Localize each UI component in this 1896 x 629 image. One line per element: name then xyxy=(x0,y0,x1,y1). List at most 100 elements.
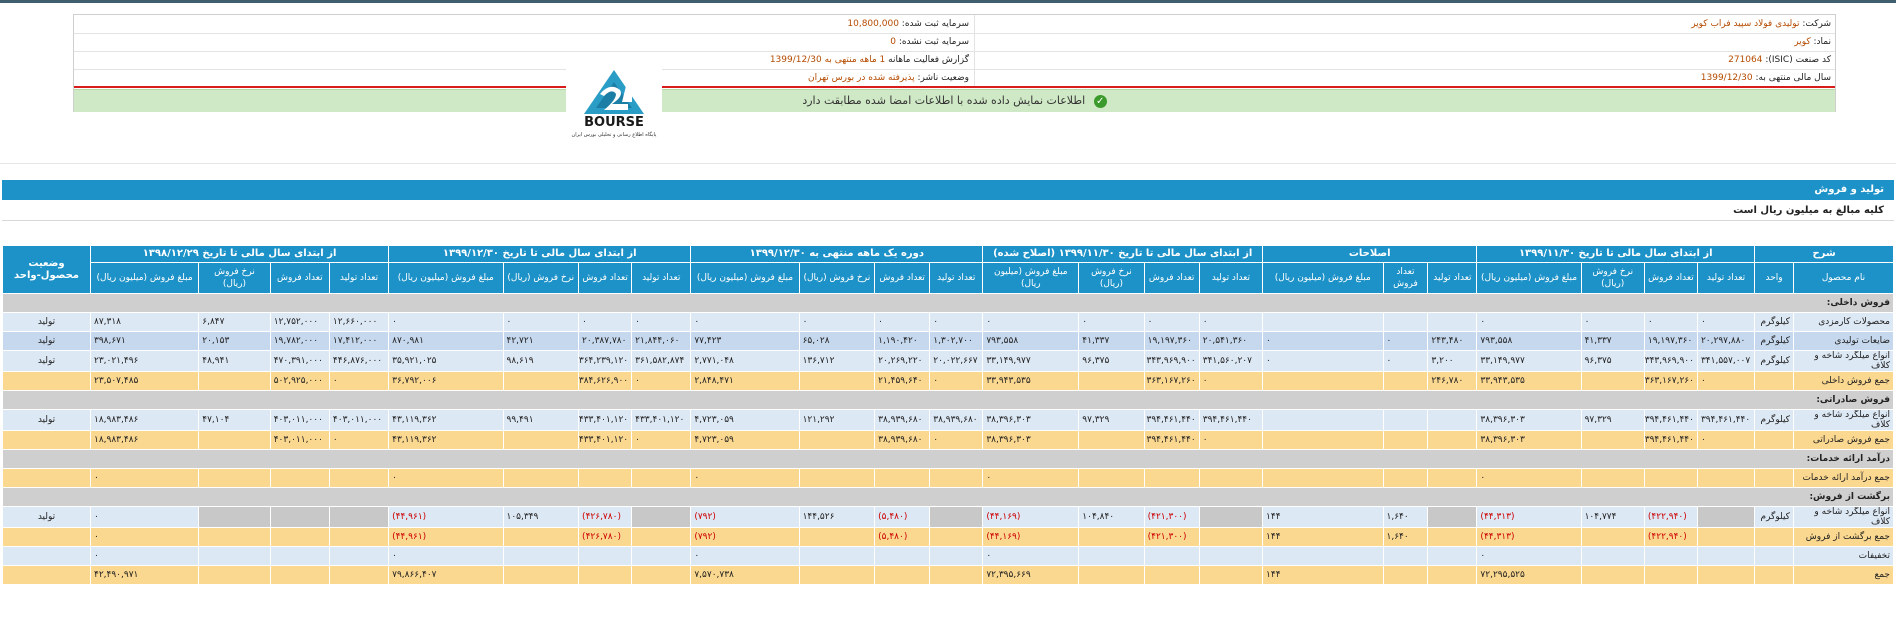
isic-label: کد صنعت (ISIC): xyxy=(1765,55,1831,65)
value-cell: ۷۹۳,۵۵۸ xyxy=(982,331,1080,351)
value-cell: ۰ xyxy=(1262,350,1384,372)
header-sales-rate: نرخ فروش (ریال) xyxy=(798,262,876,294)
value-cell: ۳۸۴,۶۲۶,۹۰۰ xyxy=(578,371,633,391)
value-cell xyxy=(1643,546,1698,566)
publisher-value[interactable]: پذیرفته شده در بورس تهران xyxy=(808,73,915,83)
value-cell: ۸۷,۳۱۸ xyxy=(89,312,200,332)
value-cell xyxy=(631,506,692,528)
value-cell xyxy=(269,468,330,488)
value-cell: ۳۵,۹۲۱,۰۲۵ xyxy=(388,350,504,372)
value-cell xyxy=(269,565,330,585)
value-cell: ۱۲,۷۵۲,۰۰۰ xyxy=(269,312,330,332)
value-cell xyxy=(502,468,580,488)
value-cell: ۲۳,۵۰۷,۴۸۵ xyxy=(89,371,200,391)
value-cell xyxy=(631,565,692,585)
unregistered-capital-label: سرمایه ثبت نشده: xyxy=(898,37,969,47)
value-cell: ۲۰,۱۵۳ xyxy=(198,331,271,351)
value-cell xyxy=(269,527,330,547)
table-row: ضایعات تولیدی کیلوگرم ۲۰,۲۹۷,۸۸۰ ۱۹,۱۹۷,۳۶۰… xyxy=(2,331,1895,351)
value-cell xyxy=(1696,506,1756,528)
value-cell xyxy=(1198,527,1264,547)
product-name-cell: تخفیفات xyxy=(1792,546,1895,566)
value-cell: ۲۴۶,۷۸۰ xyxy=(1427,371,1478,391)
value-cell xyxy=(502,527,580,547)
value-cell xyxy=(1078,371,1145,391)
value-cell: ۱۴۴ xyxy=(1262,506,1384,528)
value-cell: (۴۴,۹۶۱) xyxy=(388,506,504,528)
info-row-line xyxy=(74,33,1835,34)
product-name-cell: انواع میلگرد شاخه و کلاف xyxy=(1792,506,1895,528)
value-cell: ۷۹,۸۶۶,۴۰۷ xyxy=(388,565,504,585)
value-cell xyxy=(1262,546,1384,566)
value-cell: ۳۳,۹۴۳,۵۳۵ xyxy=(1476,371,1582,391)
section-subtitle-bar: کلیه مبالغ به میلیون ریال است xyxy=(2,202,1894,221)
value-cell xyxy=(1382,312,1429,332)
value-cell: ۴,۷۲۳,۰۵۹ xyxy=(690,430,800,450)
value-cell: ۳۳,۱۴۹,۹۷۷ xyxy=(982,350,1080,372)
value-cell: ۱۲,۶۶۰,۰۰۰ xyxy=(328,312,390,332)
header-sales-qty: تعداد فروش xyxy=(874,262,931,294)
value-cell: ۳۸,۹۳۹,۶۸۰ xyxy=(874,409,931,431)
table-body: فروش داخلی: محصولات کارمزدی کیلوگرم ۰ ۰ ۰ ۰ ۰ ۰ ۰… xyxy=(2,293,1895,585)
value-cell: ۰ xyxy=(328,430,390,450)
header-production-qty: تعداد تولید xyxy=(631,262,692,294)
value-cell: ۳۴۱,۵۵۷,۰۰۷ xyxy=(1696,350,1756,372)
section-subtitle: کلیه مبالغ به میلیون ریال است xyxy=(1733,205,1884,216)
unit-cell: کیلوگرم xyxy=(1754,312,1794,332)
value-cell: ۹۷,۳۲۹ xyxy=(1580,409,1645,431)
value-cell: ۲۱,۸۴۴,۰۶۰ xyxy=(631,331,692,351)
value-cell: ۳۸,۹۳۹,۶۸۰ xyxy=(929,409,984,431)
company-value[interactable]: تولیدی فولاد سپید فراب کویر xyxy=(1691,19,1800,29)
value-cell xyxy=(1696,527,1756,547)
fiscal-year-label: سال مالی منتهی به: xyxy=(1755,73,1831,83)
value-cell: ۳۶۴,۲۳۹,۱۲۰ xyxy=(578,350,633,372)
info-row-line xyxy=(74,51,1835,52)
header-unit: واحد xyxy=(1754,262,1794,294)
publisher-row: وضعیت ناشر: پذیرفته شده در بورس تهران xyxy=(808,69,969,87)
value-cell: (۴۴,۳۱۳) xyxy=(1476,527,1582,547)
value-cell: ۰ xyxy=(1696,371,1756,391)
header-sales-qty: تعداد فروش xyxy=(1143,262,1200,294)
value-cell xyxy=(198,565,271,585)
value-cell: (۵,۴۸۰) xyxy=(874,527,931,547)
value-cell: ۴۱,۳۳۷ xyxy=(1580,331,1645,351)
header-period-1: از ابتدای سال مالی تا تاریخ ۱۳۹۹/۱۱/۳۰ xyxy=(1476,245,1756,263)
value-cell xyxy=(1078,565,1145,585)
logo-caption: پایگاه اطلاع رسانی و تحلیلی بورس ایران xyxy=(572,131,657,138)
isic-value: 271064 xyxy=(1728,55,1763,65)
value-cell xyxy=(1643,468,1698,488)
report-row: گزارش فعالیت ماهانه 1 ماهه منتهی به 1399… xyxy=(770,51,969,69)
header-status: وضعیت محصول-واحد xyxy=(2,245,91,294)
value-cell xyxy=(1427,527,1478,547)
status-cell: تولید xyxy=(2,331,91,351)
company-row: شرکت: تولیدی فولاد سپید فراب کویر xyxy=(1691,15,1831,33)
table-row: انواع میلگرد شاخه و کلاف کیلوگرم ۳۴۱,۵۵۷,۰… xyxy=(2,350,1895,372)
value-cell: (۴۲۱,۳۰۰) xyxy=(1143,506,1200,528)
value-cell xyxy=(1580,371,1645,391)
value-cell: ۳۴۳,۹۶۹,۹۰۰ xyxy=(1143,350,1200,372)
value-cell: ۲۰,۲۹۷,۸۸۰ xyxy=(1696,331,1756,351)
header-sales-rate: نرخ فروش (ریال) xyxy=(1580,262,1645,294)
value-cell: ۰ xyxy=(1382,350,1429,372)
header-sales-qty: تعداد فروش xyxy=(578,262,633,294)
symbol-value[interactable]: کویر xyxy=(1794,37,1811,47)
value-cell: ۳۹۴,۴۶۱,۴۴۰ xyxy=(1643,409,1698,431)
table-row: انواع میلگرد شاخه و کلاف کیلوگرم ۳۹۴,۴۶۱,۴… xyxy=(2,409,1895,431)
category-row: فروش صادراتی: xyxy=(2,390,1894,410)
value-cell: ۷۷,۴۲۳ xyxy=(690,331,800,351)
value-cell: ۳۴۱,۵۶۰,۲۰۷ xyxy=(1198,350,1264,372)
header-production-qty: تعداد تولید xyxy=(1198,262,1264,294)
value-cell: (۷۹۲) xyxy=(690,506,800,528)
value-cell xyxy=(578,546,633,566)
value-cell xyxy=(502,371,580,391)
value-cell: ۳۸,۳۹۶,۳۰۳ xyxy=(982,409,1080,431)
value-cell: ۰ xyxy=(1262,331,1384,351)
value-cell xyxy=(1143,468,1200,488)
value-cell: ۰ xyxy=(982,468,1080,488)
value-cell xyxy=(798,371,876,391)
fiscal-year-row: سال مالی منتهی به: 1399/12/30 xyxy=(1701,69,1831,87)
value-cell: ۳۹۴,۴۶۱,۴۴۰ xyxy=(1198,409,1264,431)
value-cell xyxy=(1427,468,1478,488)
value-cell xyxy=(874,468,931,488)
value-cell xyxy=(1262,312,1384,332)
